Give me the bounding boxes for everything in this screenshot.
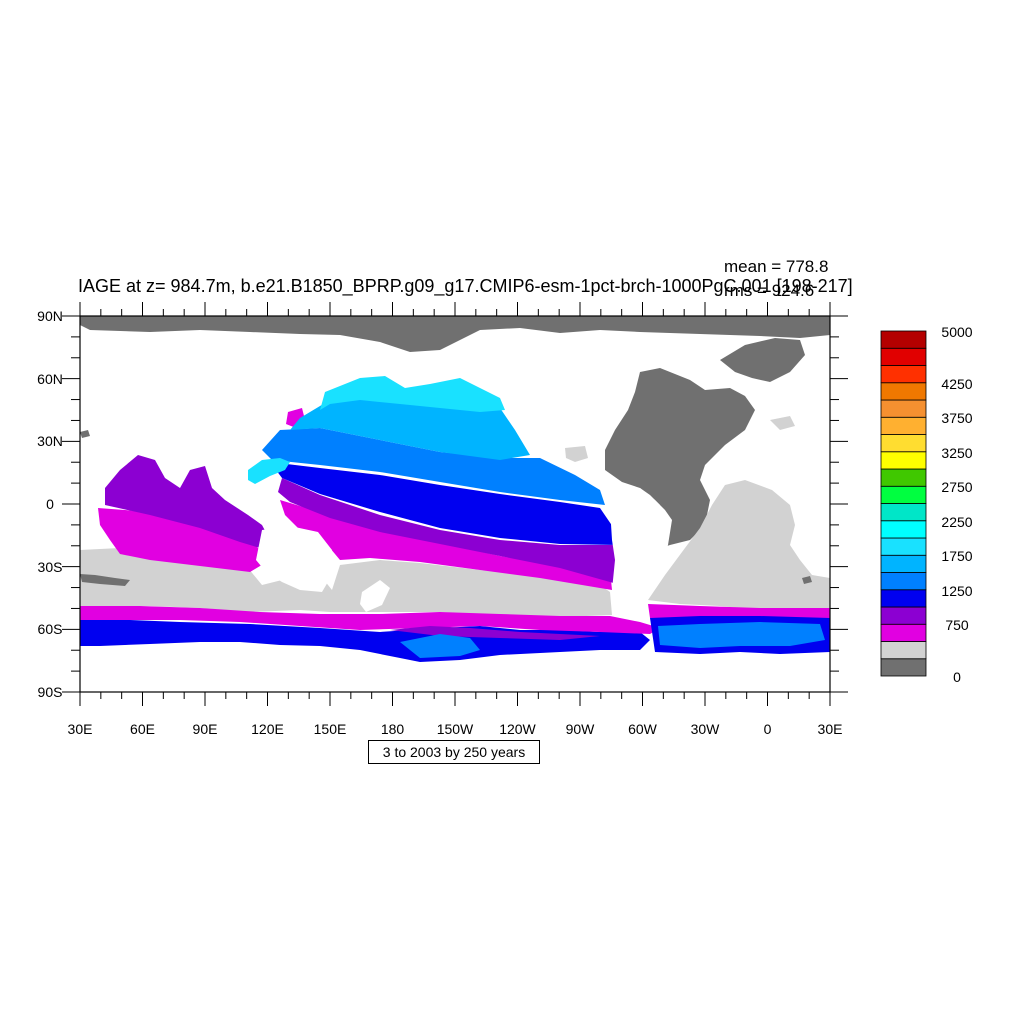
rms-label: rms = 924.6 — [724, 281, 815, 300]
lon-tick-label: 150E — [314, 721, 347, 737]
colorbar-label: 4250 — [941, 376, 972, 392]
north-pacific-cyan — [320, 376, 505, 412]
southern-lightblue-patch — [400, 634, 480, 658]
lon-tick-label: 120W — [499, 721, 536, 737]
south-america-land — [610, 488, 672, 612]
pacific-mid — [262, 428, 605, 505]
colorbar-box — [880, 416, 927, 435]
colorbar-box — [880, 623, 927, 642]
colorbar-box — [880, 485, 927, 504]
colorbar-label: 3750 — [941, 410, 972, 426]
colorbar-box — [880, 606, 927, 625]
lon-tick-label: 30E — [68, 721, 93, 737]
lon-tick-label: 150W — [437, 721, 474, 737]
lat-tick-label: 60N — [37, 371, 63, 387]
colorbar-box — [880, 434, 927, 453]
lon-tick-label: 90W — [566, 721, 596, 737]
map-field — [80, 316, 830, 692]
indian-ocean-purple — [105, 455, 270, 548]
lat-tick-label: 60S — [38, 621, 63, 637]
greenland-region — [720, 338, 805, 382]
colorbar-box — [880, 503, 927, 522]
colorbar-box — [880, 589, 927, 608]
colorbar-box — [880, 554, 927, 573]
north-atlantic-region — [605, 368, 755, 550]
colorbar-box — [880, 468, 927, 487]
colorbar-label: 2750 — [941, 479, 972, 495]
colorbar-label: 3250 — [941, 445, 972, 461]
colorbar-box — [880, 572, 927, 591]
colorbar-labels: 0 750 1250 1750 2250 2750 3250 3750 4250… — [941, 324, 972, 685]
pacific-purple — [278, 478, 620, 585]
colorbar-label: 1250 — [941, 583, 972, 599]
colorbar-box — [880, 520, 927, 539]
colorbar-box — [880, 399, 927, 418]
lon-axis: 30E 60E 90E 120E 150E 180 150W 120W 90W … — [68, 721, 843, 737]
lon-tick-label: 90E — [193, 721, 218, 737]
colorbar-box — [880, 641, 927, 660]
colorbar-label: 2250 — [941, 514, 972, 530]
lon-tick-label: 0 — [764, 721, 772, 737]
arctic-region — [80, 316, 830, 352]
magenta-band — [98, 508, 270, 572]
contour-info-box: 3 to 2003 by 250 years — [368, 740, 540, 764]
lon-tick-label: 30W — [691, 721, 721, 737]
mean-label: mean = 778.8 — [724, 257, 829, 276]
lat-tick-label: 30N — [37, 433, 63, 449]
colorbar-box — [880, 537, 927, 556]
colorbar-box — [880, 347, 927, 366]
colorbar-box — [880, 365, 927, 384]
colorbar-label: 1750 — [941, 548, 972, 564]
lat-tick-label: 0 — [46, 496, 54, 512]
australia-land — [256, 526, 332, 592]
pacific-blue — [270, 462, 618, 545]
colorbar — [880, 330, 927, 677]
colorbar-label: 750 — [945, 617, 969, 633]
colorbar-box — [880, 330, 927, 349]
lat-tick-label: 30S — [38, 559, 63, 575]
lat-tick-label: 90S — [38, 684, 63, 700]
lon-tick-label: 180 — [381, 721, 405, 737]
map-title: IAGE at z= 984.7m, b.e21.B1850_BPRP.g09_… — [78, 276, 853, 296]
southern-blue — [80, 618, 650, 662]
colorbar-label: 0 — [953, 669, 961, 685]
south-atlantic-region — [648, 480, 830, 610]
lat-axis: 90N 60N 30N 0 30S 60S 90S — [37, 308, 63, 700]
colorbar-label: 5000 — [941, 324, 972, 340]
pacific-light — [290, 398, 530, 460]
colorbar-box — [880, 658, 927, 677]
colorbar-box — [880, 451, 927, 470]
colorbar-box — [880, 382, 927, 401]
lon-tick-label: 60W — [628, 721, 658, 737]
lat-tick-label: 90N — [37, 308, 63, 324]
lon-tick-label: 120E — [251, 721, 284, 737]
lon-tick-label: 30E — [818, 721, 843, 737]
tick-marks — [62, 302, 848, 706]
lon-tick-label: 60E — [130, 721, 155, 737]
weddell-mid — [658, 622, 825, 648]
